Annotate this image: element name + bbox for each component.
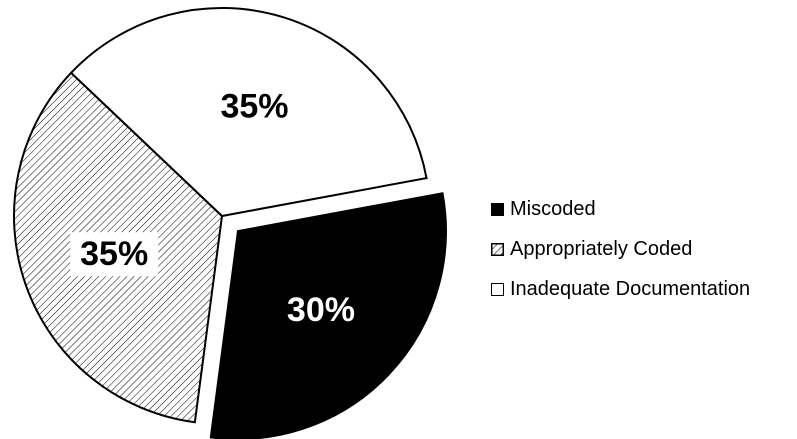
legend-label: Appropriately Coded [510,237,693,260]
data-label: 35% [220,87,288,125]
legend-label: Inadequate Documentation [510,277,751,300]
legend: Miscoded Appropriately Coded Inadequate … [491,189,750,309]
legend-item-appropriately-coded: Appropriately Coded [491,229,750,269]
legend-swatch-solid [491,202,504,216]
data-label-background [70,232,159,277]
pie-slice-inadequate-documentation [69,7,428,218]
pie-slice-miscoded [209,192,447,439]
legend-item-inadequate-documentation: Inadequate Documentation [491,269,750,309]
data-label: 30% [287,291,355,329]
data-label: 35% [80,235,148,273]
legend-swatch-hatch [491,242,504,256]
legend-label: Miscoded [510,197,596,220]
legend-item-miscoded: Miscoded [491,189,750,229]
legend-swatch-empty [491,282,504,296]
